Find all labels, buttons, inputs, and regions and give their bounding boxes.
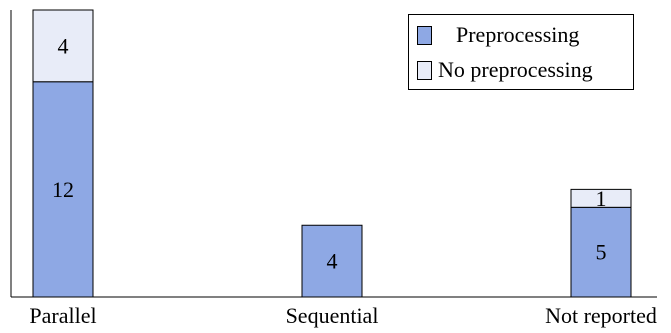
legend-item-preprocessing: Preprocessing <box>417 24 579 46</box>
data-label-preprocessing-parallel: 12 <box>52 177 74 202</box>
data-label-preprocessing-not-reported: 5 <box>596 240 607 265</box>
data-label-preprocessing-sequential: 4 <box>327 249 338 274</box>
x-tick-label-sequential: Sequential <box>286 303 379 328</box>
bar-preprocessing-not-reported <box>570 206 632 298</box>
legend-swatch-no-preprocessing <box>417 60 432 80</box>
bar-preprocessing-parallel <box>32 81 94 298</box>
data-label-no-preprocessing-parallel: 4 <box>58 33 69 58</box>
legend-item-no-preprocessing: No preprocessing <box>417 59 593 81</box>
legend-label-no-preprocessing: No preprocessing <box>438 57 593 82</box>
legend-label-preprocessing: Preprocessing <box>456 22 580 47</box>
legend-swatch-preprocessing <box>417 25 432 45</box>
data-label-no-preprocessing-not-reported: 1 <box>596 186 607 211</box>
x-tick-label-not-reported: Not reported <box>545 303 657 328</box>
bar-preprocessing-sequential <box>301 224 363 298</box>
legend: Preprocessing No preprocessing <box>408 14 634 90</box>
x-tick-label-parallel: Parallel <box>29 303 96 328</box>
bar-no-preprocessing-parallel <box>32 9 94 83</box>
bar-no-preprocessing-not-reported <box>570 188 632 208</box>
